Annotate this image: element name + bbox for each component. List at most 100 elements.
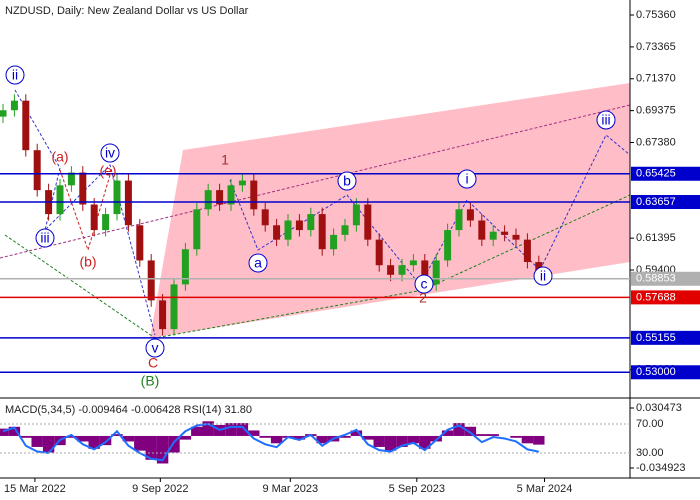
y-tick-label: 0.73365 — [636, 41, 676, 53]
macd-bar — [20, 435, 32, 438]
wave-ring — [414, 274, 434, 294]
candle-body — [204, 190, 212, 210]
candle-body — [216, 190, 224, 205]
wave-ring — [596, 110, 616, 130]
macd-bar — [0, 428, 9, 436]
candle-body — [387, 265, 395, 275]
wave-label: (b) — [79, 254, 96, 270]
macd-bar — [362, 435, 374, 440]
candle-body — [444, 230, 452, 261]
macd-tick-label: -0.034923 — [636, 462, 686, 474]
y-tick-label: 0.69375 — [636, 105, 676, 117]
candle-body — [67, 172, 75, 186]
y-tick-label: 0.61395 — [636, 232, 676, 244]
candle-body — [512, 234, 520, 240]
candle-body — [489, 231, 497, 240]
wave-label: v — [152, 340, 159, 356]
macd-bar — [453, 423, 465, 436]
macd-bar — [145, 435, 157, 460]
wave-label: i — [465, 171, 468, 187]
candle-body — [273, 225, 281, 240]
level-label-box — [631, 330, 700, 345]
candle-body — [250, 180, 258, 210]
level-label: 0.63657 — [636, 196, 676, 208]
candle-body — [466, 209, 474, 221]
wave-path — [0, 104, 631, 259]
wave-label: (a) — [51, 149, 68, 165]
macd-bar — [350, 430, 363, 436]
wave-ring — [35, 228, 55, 248]
candle-body — [364, 204, 372, 240]
wave-label: C — [148, 355, 158, 371]
macd-bar — [122, 435, 135, 442]
candle-body — [193, 209, 201, 250]
candle-body — [102, 214, 110, 231]
candle-body — [56, 185, 64, 215]
candle-body — [330, 234, 338, 250]
wave-ring — [100, 143, 120, 163]
macd-bar — [202, 421, 214, 436]
wave-path — [229, 134, 631, 286]
macd-bar — [8, 426, 21, 436]
x-tick-label: 5 Sep 2023 — [389, 483, 445, 495]
candle-body — [136, 225, 144, 261]
candle-body — [432, 260, 440, 285]
wave-label: 2 — [419, 290, 427, 306]
candle-body — [352, 204, 360, 226]
macd-bar — [270, 435, 283, 444]
macd-bar — [42, 435, 55, 453]
macd-bar — [339, 435, 351, 438]
wave-label: (B) — [141, 373, 160, 389]
macd-bar — [476, 434, 488, 436]
macd-bar — [65, 435, 78, 438]
candle-body — [455, 209, 463, 231]
candle-body — [33, 150, 41, 191]
wave-label: ii — [540, 268, 546, 284]
macd-bar — [31, 435, 43, 447]
macd-bar — [373, 435, 385, 447]
rsi-tick-label: 30.00 — [636, 447, 664, 459]
macd-bar — [407, 435, 420, 444]
candle-body — [159, 300, 167, 330]
candle-body — [181, 249, 189, 285]
y-tick-label: 0.75360 — [636, 9, 676, 21]
candle-body — [79, 172, 87, 205]
wave-ring — [248, 253, 268, 273]
wave-label: iv — [105, 145, 115, 161]
candle-body — [238, 180, 246, 186]
macd-bar — [236, 423, 249, 436]
candle-body — [409, 260, 417, 266]
macd-bar — [168, 435, 180, 453]
indicator-label: MACD(5,34,5) -0.009464 -0.006428 RSI(14)… — [5, 404, 252, 416]
macd-bar — [510, 435, 522, 438]
macd-bar — [384, 435, 397, 451]
wave-label: (e) — [99, 163, 116, 179]
channel — [150, 83, 630, 338]
wave-label: ii — [12, 67, 18, 83]
level-label-box — [631, 195, 700, 210]
macd-bar — [225, 423, 237, 436]
wave-label: iii — [601, 112, 610, 128]
candle-body — [523, 239, 531, 263]
y-tick-label: 0.67380 — [636, 136, 676, 148]
level-label: 0.57688 — [636, 291, 676, 303]
macd-bar — [293, 435, 306, 440]
wave-ring — [533, 266, 553, 286]
wave-label: a — [254, 255, 262, 271]
macd-bar — [77, 435, 89, 442]
macd-bar — [248, 430, 260, 436]
wave-label: b — [343, 173, 351, 189]
x-tick-label: 15 Mar 2022 — [4, 483, 66, 495]
wave-ring — [337, 171, 357, 191]
macd-tick-label: 0.030473 — [636, 402, 682, 414]
wave-label: c — [421, 276, 428, 292]
level-label: 0.58853 — [636, 273, 676, 285]
macd-bar — [191, 426, 203, 436]
candle-body — [227, 185, 235, 205]
level-label: 0.65425 — [636, 168, 676, 180]
macd-bar — [316, 435, 328, 444]
candle-body — [90, 204, 98, 231]
wave-lines — [0, 89, 631, 339]
wave-path — [59, 169, 111, 252]
